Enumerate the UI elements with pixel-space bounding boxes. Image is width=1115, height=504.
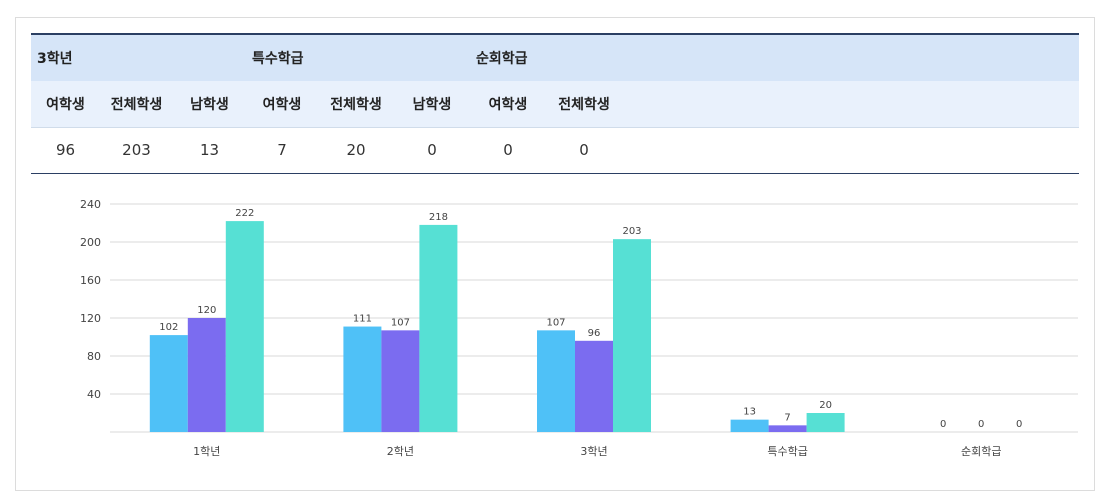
data-label: 20 [819,400,832,411]
subheader-cell: 전체학생 [330,96,382,113]
bar [225,221,264,432]
bar [381,330,420,432]
value-cell: 203 [122,141,151,159]
subheader-cell: 남학생 [190,96,229,113]
data-label: 107 [546,317,565,328]
subheader-cell: 여학생 [488,96,528,113]
data-label: 222 [235,208,254,219]
bar [730,419,769,432]
value-cell: 0 [503,141,513,159]
subheader-cell: 여학생 [46,96,85,113]
bar [537,330,575,432]
value-cell: 0 [427,141,437,159]
data-label: 120 [197,305,216,316]
value-cell: 20 [346,141,366,159]
bar [149,335,188,432]
bar [343,326,382,432]
data-label: 102 [159,322,178,333]
bar [187,318,226,432]
subheader-cell: 전체학생 [110,96,163,113]
y-tick-label: 240 [80,198,101,211]
bar [613,239,651,432]
y-tick-label: 200 [80,236,101,249]
data-label: 0 [940,419,946,430]
group-header-3rd-grade: 3학년 [37,51,73,67]
subheader-cell: 여학생 [262,96,302,113]
x-tick-label: 3학년 [580,445,607,458]
data-label: 96 [588,328,601,339]
x-tick-label: 순회학급 [961,445,1001,458]
data-label: 107 [391,317,410,328]
value-cell: 13 [199,141,220,159]
x-tick-label: 1학년 [193,445,220,458]
bar [806,413,845,432]
bar [419,224,458,432]
data-label: 7 [784,412,790,423]
data-label: 0 [978,419,984,430]
y-tick-label: 40 [87,388,101,401]
value-cell: 0 [579,141,589,159]
table-values-row: 96 203 13 7 20 0 0 0 [31,127,1079,173]
data-label: 111 [353,314,372,325]
data-label: 0 [1016,419,1022,430]
table-group-row: 3학년 특수학급 순회학급 [31,34,1079,81]
y-tick-label: 120 [80,312,101,325]
data-label: 203 [622,226,641,237]
y-tick-label: 160 [80,274,101,287]
table-subheader-row: 여학생 전체학생 남학생 여학생 전체학생 남학생 여학생 전체학생 [31,81,1079,127]
student-stats-table: 3학년 특수학급 순회학급 여학생 전체학생 남학생 여학생 전체학생 남학생 … [31,33,1079,174]
x-tick-label: 특수학급 [767,445,807,458]
x-tick-label: 2학년 [387,445,414,458]
subheader-cell: 전체학생 [558,96,610,113]
bar [768,425,807,432]
group-header-special-class: 특수학급 [252,51,304,67]
bar [575,340,613,432]
value-cell: 7 [277,141,287,159]
group-header-itinerant-class: 순회학급 [476,51,528,67]
y-tick-label: 80 [87,350,101,363]
subheader-cell: 남학생 [412,96,452,113]
data-label: 13 [743,407,756,418]
data-label: 218 [429,212,448,223]
value-cell: 96 [55,141,76,159]
